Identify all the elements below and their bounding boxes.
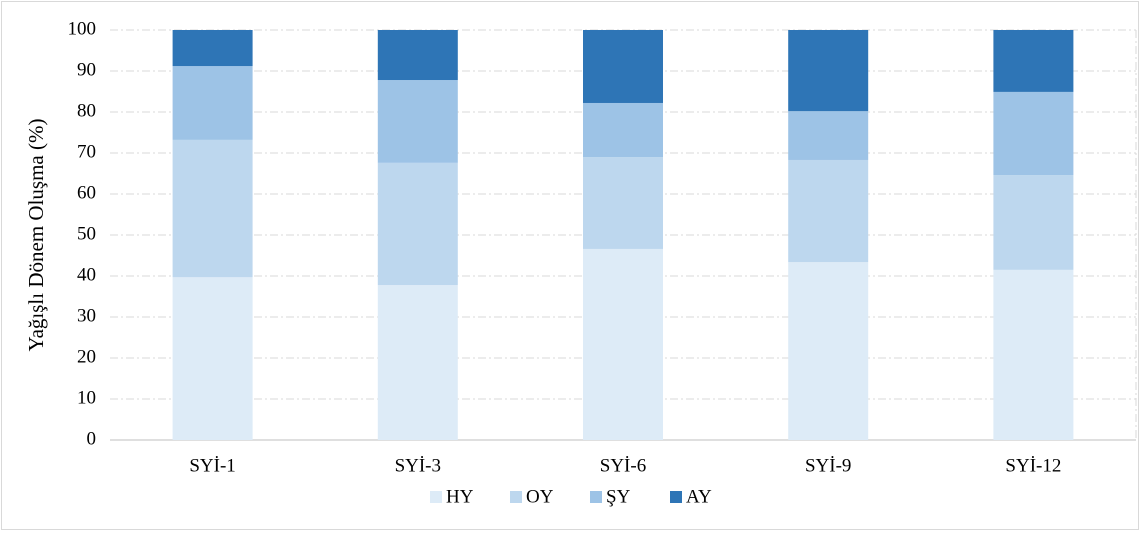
legend-label: OY — [526, 486, 554, 507]
legend-swatch — [590, 491, 602, 503]
x-tick-label: SYİ-6 — [600, 455, 646, 476]
y-tick-label: 60 — [77, 182, 96, 203]
y-axis-label: Yağışlı Dönem Oluşma (%) — [24, 119, 48, 352]
bar-segment — [993, 91, 1074, 176]
bar-segment — [788, 262, 869, 440]
y-tick-label: 40 — [77, 264, 96, 285]
bar-segment — [788, 111, 869, 160]
bar-segment — [583, 157, 663, 249]
y-tick-label: 0 — [87, 428, 97, 449]
bar-segment — [377, 30, 458, 81]
y-tick-label: 30 — [77, 305, 96, 326]
y-tick-label: 80 — [77, 100, 96, 121]
x-tick-label: SYİ-3 — [395, 455, 441, 476]
bar-segment — [377, 285, 458, 440]
x-tick-label: SYİ-1 — [189, 455, 235, 476]
y-tick-label: 50 — [77, 223, 96, 244]
bar-segment — [583, 30, 663, 103]
x-tick-label: SYİ-9 — [805, 455, 851, 476]
bar-segment — [377, 80, 458, 163]
bar-segment — [583, 102, 663, 158]
bar-segment — [788, 159, 869, 263]
legend-label: AY — [686, 486, 712, 507]
legend-label: ŞY — [606, 486, 631, 507]
legend-swatch — [670, 491, 682, 503]
bar-segment — [583, 248, 663, 440]
bar-segment — [993, 175, 1074, 270]
y-tick-label: 100 — [68, 18, 97, 39]
bar-segment — [993, 30, 1074, 92]
y-tick-label: 20 — [77, 346, 96, 367]
bar-segment — [788, 30, 869, 112]
bar-segment — [172, 277, 253, 440]
y-tick-label: 70 — [77, 141, 96, 162]
y-tick-label: 10 — [77, 387, 96, 408]
bar-segment — [172, 66, 253, 140]
bar-segment — [172, 30, 253, 67]
legend-swatch — [510, 491, 522, 503]
bar-segment — [377, 162, 458, 286]
legend-label: HY — [446, 486, 474, 507]
legend-swatch — [430, 491, 442, 503]
bar-segment — [172, 139, 253, 278]
bar-segment — [993, 269, 1074, 440]
x-tick-label: SYİ-12 — [1005, 455, 1061, 476]
y-tick-label: 90 — [77, 59, 96, 80]
